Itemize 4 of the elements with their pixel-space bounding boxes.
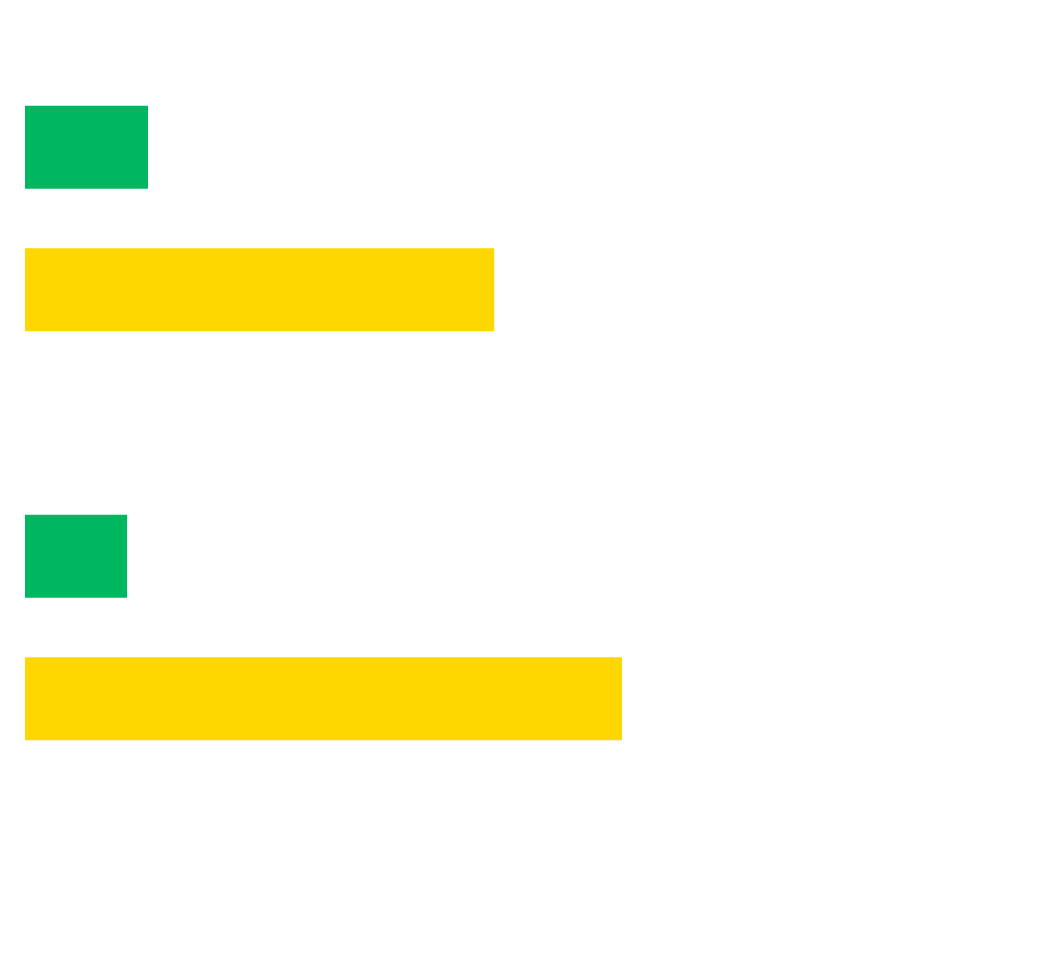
bar — [25, 248, 495, 332]
bar — [25, 657, 622, 741]
bar — [25, 514, 128, 598]
bar — [25, 105, 148, 189]
